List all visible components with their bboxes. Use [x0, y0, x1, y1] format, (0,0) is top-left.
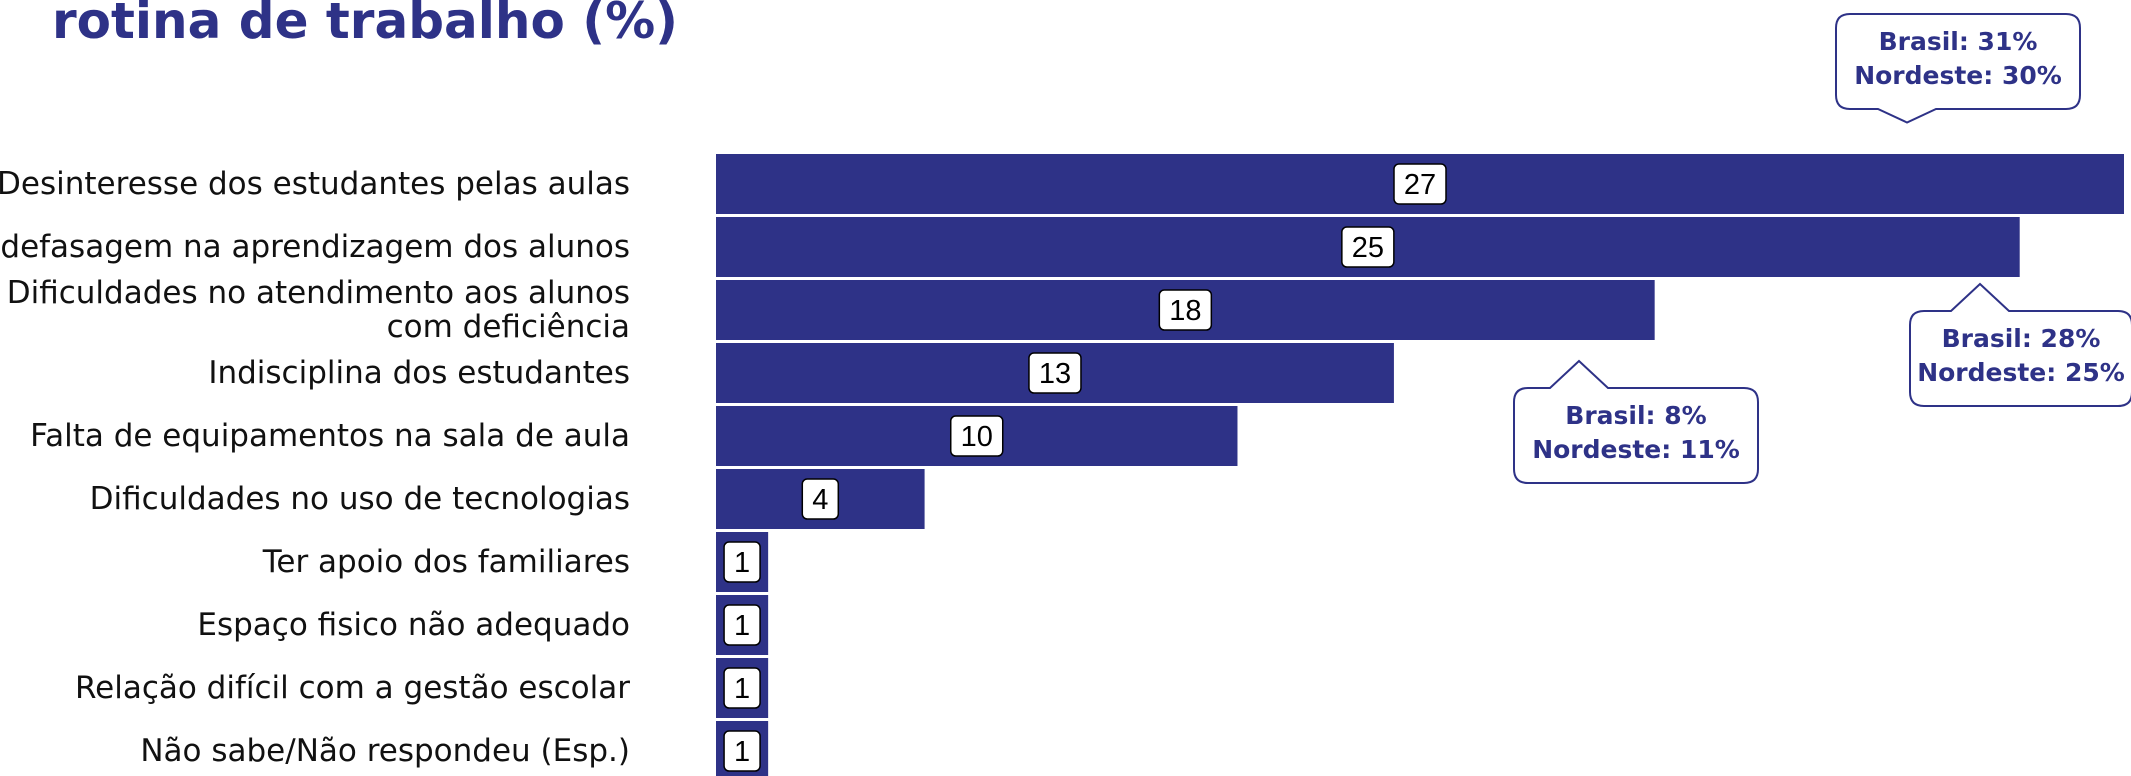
data-label-box	[801, 478, 840, 520]
callout-text: Nordeste: 30%	[1854, 61, 2062, 90]
data-label-box	[1393, 163, 1447, 205]
data-label-box	[1341, 226, 1395, 268]
data-label: 25	[1352, 232, 1384, 264]
data-label-box	[1158, 289, 1213, 331]
category-label: Relação difícil com a gestão escolar	[75, 670, 630, 706]
category-label: Ter apoio dos familiares	[262, 544, 630, 580]
callout-text: Nordeste: 11%	[1532, 435, 1740, 464]
data-label-box	[723, 730, 761, 772]
callout-text: Brasil: 31%	[1879, 27, 2038, 56]
data-label-box	[723, 541, 761, 583]
data-label: 13	[1039, 358, 1071, 390]
callout-text: Brasil: 8%	[1565, 401, 1706, 430]
category-label: Dificuldades no uso de tecnologias	[90, 481, 630, 517]
category-label: Desinteresse dos estudantes pelas aulas	[0, 166, 630, 202]
data-label: 1	[734, 736, 750, 768]
data-label-box	[723, 604, 761, 646]
data-label: 4	[812, 484, 828, 516]
callouts-group: Brasil: 31% Nordeste: 30% Brasil: 28% Norde…	[1513, 13, 2131, 484]
data-label-box	[1028, 352, 1082, 394]
category-label: A defasagem na aprendizagem dos alunos	[0, 229, 630, 265]
callout-text: Brasil: 28%	[1942, 324, 2101, 353]
category-label: Indisciplina dos estudantes	[208, 355, 630, 391]
category-label: Dificuldades no atendimento aos alunos co…	[7, 275, 630, 345]
data-label: 18	[1169, 295, 1201, 327]
callout-text: Nordeste: 25%	[1917, 358, 2125, 387]
data-label-box	[723, 667, 761, 709]
callout-box	[1835, 13, 2081, 124]
category-label: Falta de equipamentos na sala de aula	[30, 418, 630, 454]
data-label: 1	[734, 610, 750, 642]
data-label: 10	[961, 421, 993, 453]
bars-group: 27 25 18 13 10 4 1 1 1 1	[716, 154, 2124, 776]
category-label: Espaço fisico não adequado	[197, 607, 630, 643]
chart-title: rotina de trabalho (%)	[52, 0, 678, 50]
callout-box	[1909, 282, 2131, 407]
data-label-box	[949, 415, 1004, 457]
category-label: Não sabe/Não respondeu (Esp.)	[140, 733, 630, 769]
data-label: 1	[734, 673, 750, 705]
data-label: 27	[1404, 169, 1436, 201]
callout-box	[1513, 359, 1759, 484]
data-label: 1	[734, 547, 750, 579]
category-labels-group: Desinteresse dos estudantes pelas aulas A…	[0, 166, 630, 769]
